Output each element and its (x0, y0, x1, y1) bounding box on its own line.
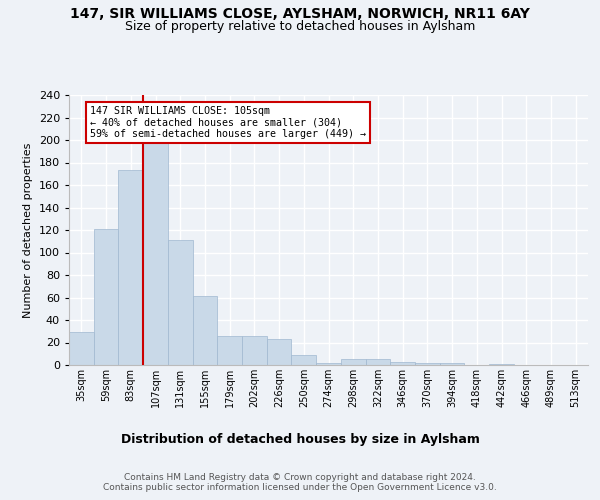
Text: Size of property relative to detached houses in Aylsham: Size of property relative to detached ho… (125, 20, 475, 33)
Text: Contains HM Land Registry data © Crown copyright and database right 2024.
Contai: Contains HM Land Registry data © Crown c… (103, 472, 497, 492)
Text: 147, SIR WILLIAMS CLOSE, AYLSHAM, NORWICH, NR11 6AY: 147, SIR WILLIAMS CLOSE, AYLSHAM, NORWIC… (70, 8, 530, 22)
Bar (118, 170, 143, 365)
Bar (242, 336, 267, 365)
Bar (316, 363, 341, 365)
Bar (415, 363, 440, 365)
Bar (267, 339, 292, 365)
Bar (390, 362, 415, 365)
Bar (217, 336, 242, 365)
Bar (365, 360, 390, 365)
Bar (94, 229, 118, 365)
Bar (489, 364, 514, 365)
Bar (341, 360, 365, 365)
Bar (168, 240, 193, 365)
Bar (440, 363, 464, 365)
Bar (193, 296, 217, 365)
Bar (143, 144, 168, 365)
Text: 147 SIR WILLIAMS CLOSE: 105sqm
← 40% of detached houses are smaller (304)
59% of: 147 SIR WILLIAMS CLOSE: 105sqm ← 40% of … (90, 106, 366, 140)
Y-axis label: Number of detached properties: Number of detached properties (23, 142, 33, 318)
Bar (69, 332, 94, 365)
Bar (292, 355, 316, 365)
Text: Distribution of detached houses by size in Aylsham: Distribution of detached houses by size … (121, 432, 479, 446)
